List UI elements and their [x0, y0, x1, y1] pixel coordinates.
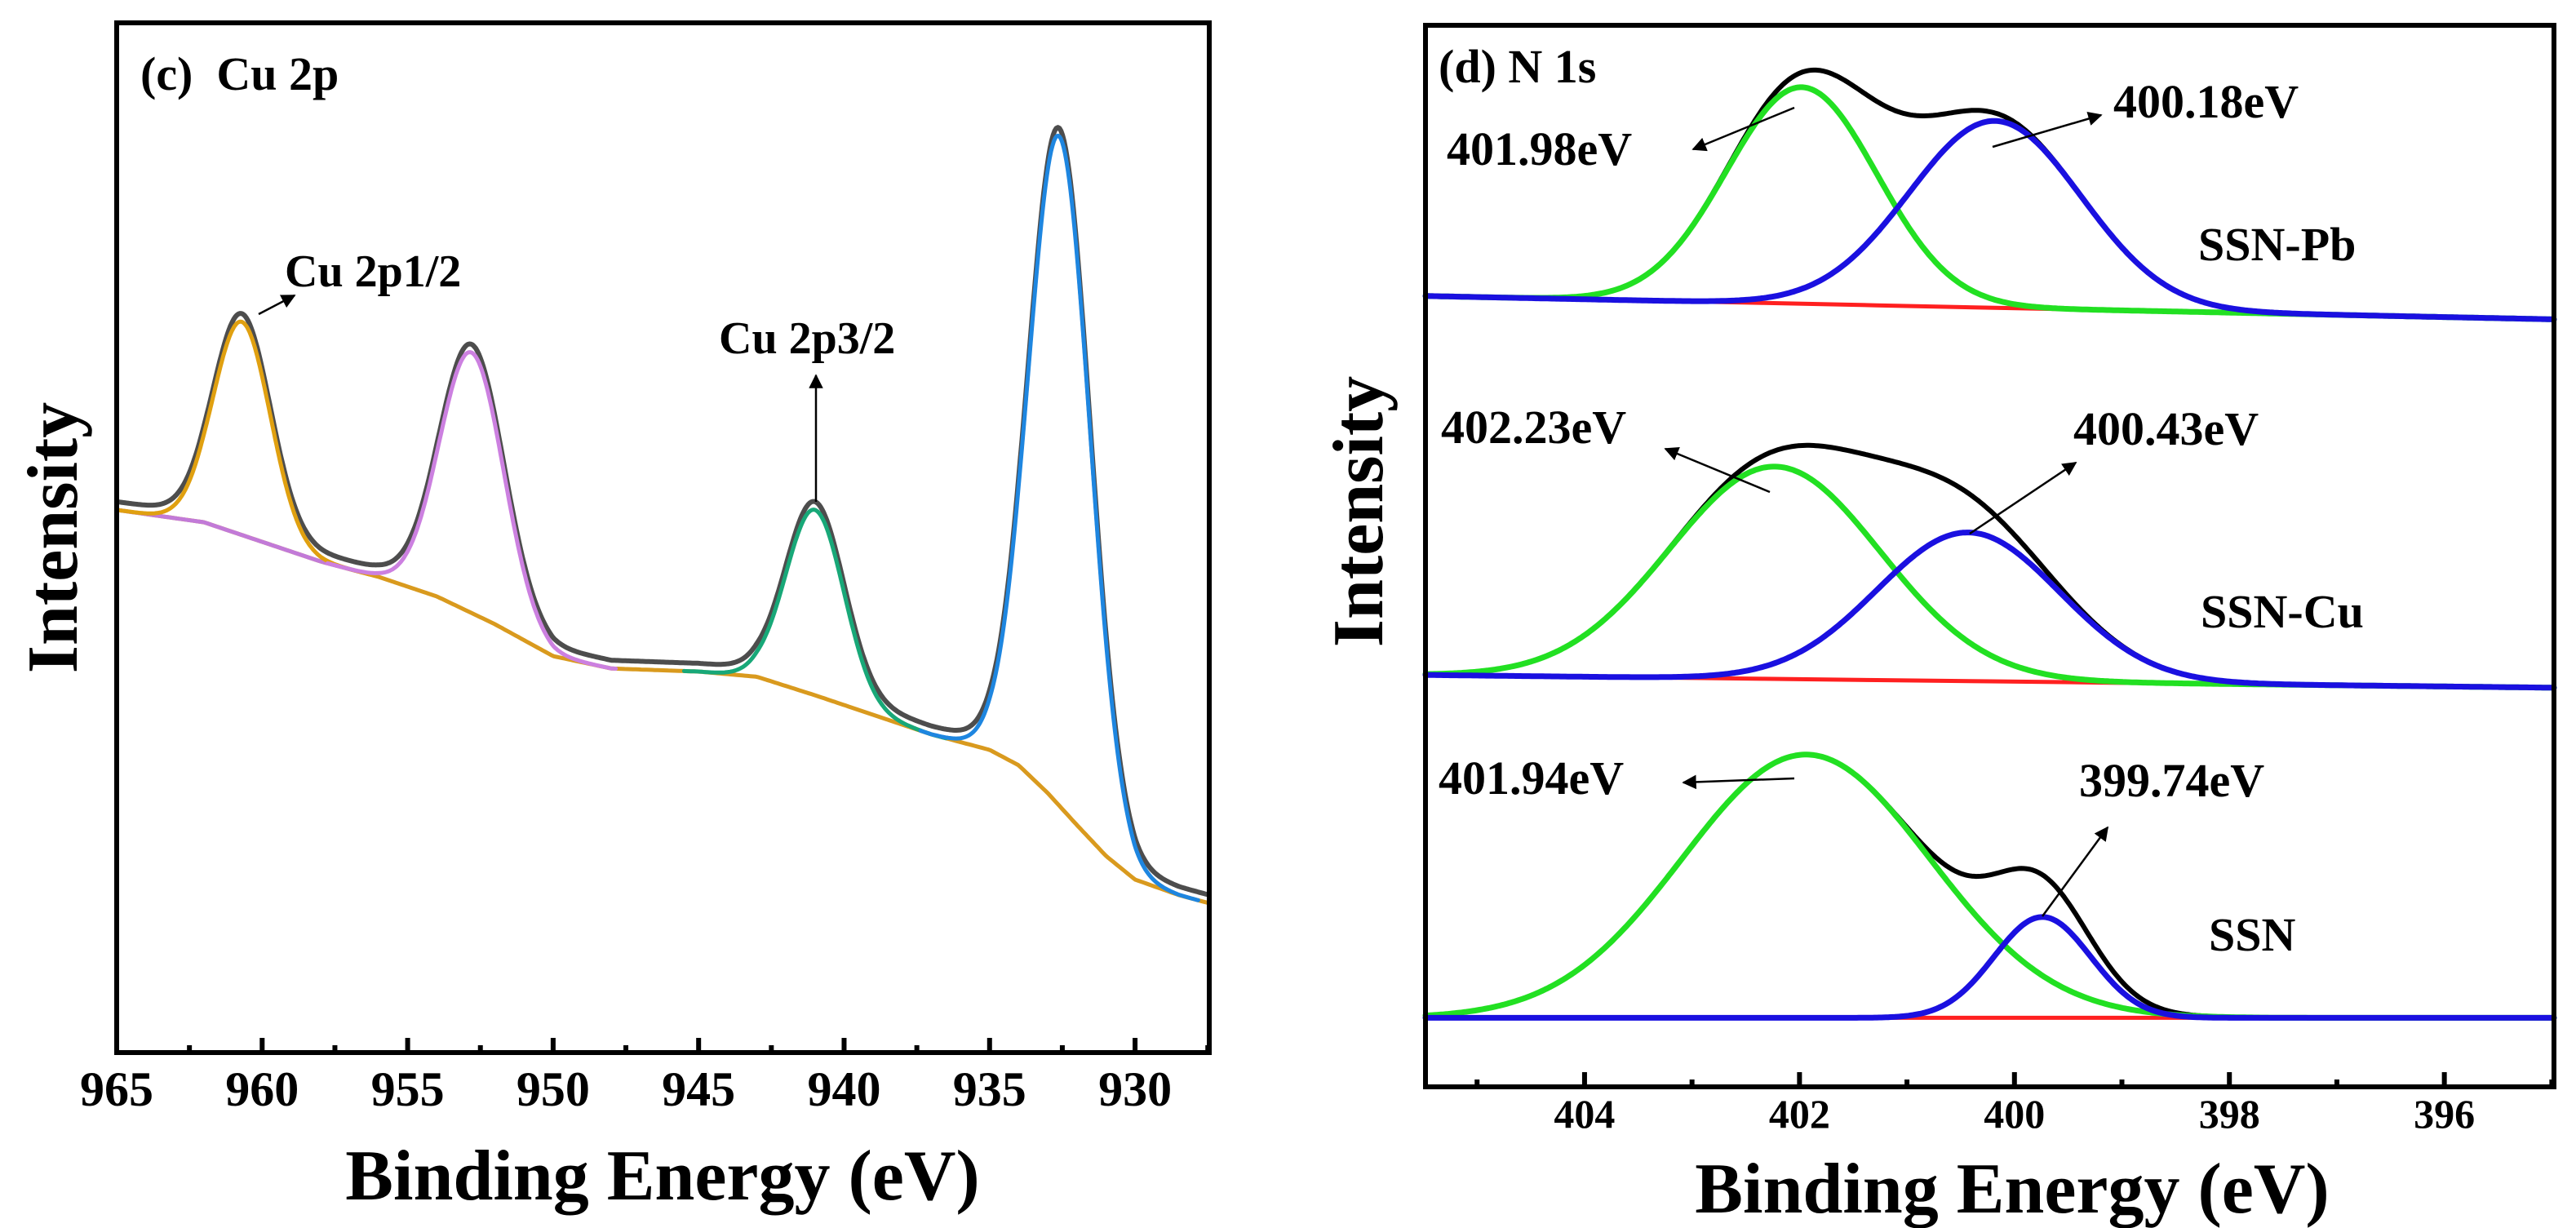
x-tick-label: 950	[517, 1062, 590, 1116]
annotation-cu-2p3-2: Cu 2p3/2	[719, 313, 895, 364]
envelope-curve	[114, 125, 1212, 898]
peak-component-curve	[918, 133, 1200, 902]
x-tick-label: 965	[80, 1062, 153, 1116]
x-axis-title: Binding Energy (eV)	[345, 1137, 979, 1216]
annotation-pb-400-18: 400.18eV	[2113, 75, 2299, 128]
annotation-cu-2p1-2: Cu 2p1/2	[285, 246, 461, 297]
x-axis-ticks: 965 960 955 950 945 940 935 930	[80, 1038, 1211, 1116]
annotation-cu-400-43: 400.43eV	[2073, 402, 2259, 455]
plot-frame	[114, 20, 1212, 1055]
x-tick-label: 955	[371, 1062, 445, 1116]
x-axis-ticks: 404 402 400 398 396	[1474, 1072, 2555, 1137]
x-tick-label: 396	[2414, 1091, 2475, 1137]
annotation-arrow	[1969, 461, 2077, 535]
peak-low-be-curve	[1422, 914, 2557, 1021]
x-tick-label: 404	[1554, 1091, 1615, 1137]
n-1s-curves	[1422, 67, 2557, 1021]
envelope-curve	[1423, 442, 2556, 690]
peak-component-curve	[326, 350, 619, 671]
x-tick-label: 945	[662, 1062, 735, 1116]
x-tick-label: 940	[807, 1062, 880, 1116]
envelope-curve	[1423, 67, 2556, 322]
peak-high-be-curve	[1422, 463, 2557, 691]
series-label-ssn-pb: SSN-Pb	[2198, 218, 2356, 271]
series-label-ssn: SSN	[2209, 908, 2296, 961]
annotation-arrow	[1682, 774, 1795, 790]
peak-component-curve	[681, 508, 948, 741]
panel-title: (d) N 1s	[1439, 40, 1596, 93]
panel-title: (c) Cu 2p	[140, 47, 339, 100]
plot-frame	[1423, 23, 2556, 1089]
annotation-cu-402-23: 402.23eV	[1441, 401, 1626, 454]
x-tick-label: 935	[953, 1062, 1026, 1116]
x-axis-title: Binding Energy (eV)	[1695, 1150, 2329, 1228]
panel-cu-2p: 965 960 955 950 945 940 935 930 (c) Cu 2p Cu 2p…	[14, 20, 1212, 1216]
series-label-ssn-cu: SSN-Cu	[2201, 585, 2364, 638]
x-tick-label: 400	[1984, 1091, 2045, 1137]
peak-low-be-curve	[1422, 117, 2557, 322]
spectrum-ssn	[1422, 751, 2557, 1021]
y-axis-title: Intensity	[14, 402, 93, 674]
x-tick-label: 398	[2199, 1091, 2260, 1137]
panel-n-1s: 404 402 400 398 396 (d) N 1s 401.98eV 400.18…	[1319, 23, 2557, 1228]
annotation-arrow	[2041, 826, 2109, 917]
annotation-pb-401-98: 401.98eV	[1447, 122, 1632, 175]
x-tick-label: 930	[1098, 1062, 1172, 1116]
annotation-ssn-399-74: 399.74eV	[2079, 754, 2264, 807]
annotation-arrow	[1992, 112, 2103, 149]
annotation-arrow	[1664, 446, 1771, 494]
annotation-arrow	[258, 294, 296, 316]
peak-component-curve	[114, 319, 373, 577]
peak-low-be-curve	[1422, 530, 2557, 691]
x-tick-label: 960	[225, 1062, 299, 1116]
spectrum-ssn-cu	[1422, 442, 2557, 691]
annotation-ssn-401-94: 401.94eV	[1439, 751, 1624, 805]
cu-2p-curves	[114, 125, 1212, 906]
x-tick-label: 402	[1769, 1091, 1830, 1137]
background-curve	[114, 508, 1212, 906]
background-curve-segment	[114, 508, 366, 575]
y-axis-title: Intensity	[1319, 376, 1399, 648]
annotation-arrow	[1691, 106, 1795, 152]
spectrum-ssn-pb	[1422, 67, 2557, 322]
